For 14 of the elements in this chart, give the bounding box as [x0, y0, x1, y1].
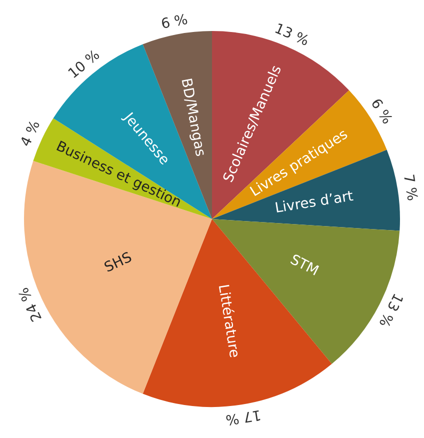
slice-label: Livres d’art: [274, 188, 355, 217]
data-label: 6 %: [367, 96, 396, 128]
data-label: 17 %: [224, 406, 262, 428]
data-label: 13 %: [375, 290, 406, 330]
data-label: 7 %: [400, 173, 420, 202]
data-label: 13 %: [272, 20, 312, 50]
slice-label: Littérature: [214, 283, 242, 359]
slice-label: SHS: [102, 249, 135, 276]
data-label: 10 %: [66, 47, 104, 82]
data-label: 6 %: [160, 12, 190, 33]
slice-label: BD/Mangas: [178, 76, 208, 158]
data-label: 4 %: [18, 118, 44, 150]
slice-label: STM: [288, 252, 322, 280]
data-label: 24 %: [16, 284, 46, 324]
